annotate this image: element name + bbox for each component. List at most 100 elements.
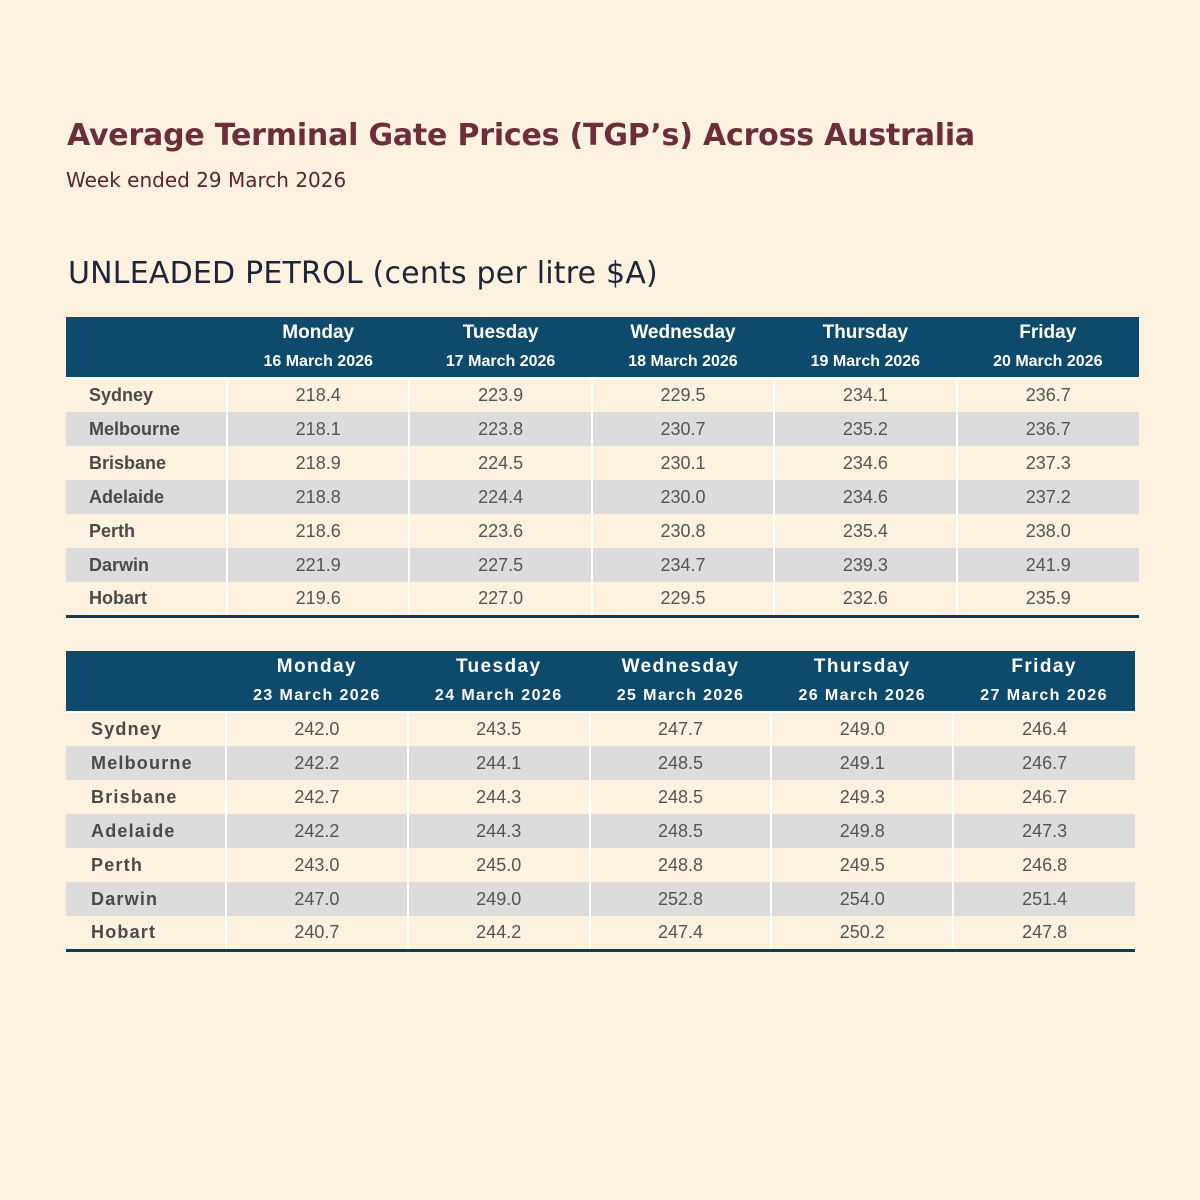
city-name: Melbourne (66, 746, 226, 780)
column-date: 16 March 2026 (263, 353, 373, 370)
column-header: Wednesday 25 March 2026 (589, 651, 772, 712)
city-name: Adelaide (66, 814, 226, 848)
price-cell: 244.3 (406, 814, 590, 848)
column-date: 23 March 2026 (253, 687, 381, 704)
column-date: 20 March 2026 (993, 353, 1103, 370)
price-cell: 244.2 (406, 916, 590, 950)
page-subtitle: Week ended 29 March 2026 (66, 168, 347, 192)
price-cell: 247.0 (225, 882, 408, 916)
price-cell: 239.3 (773, 548, 957, 582)
price-cell: 244.3 (406, 780, 590, 814)
column-date: 27 March 2026 (980, 687, 1108, 704)
price-cell: 241.9 (955, 548, 1139, 582)
price-cell: 221.9 (225, 548, 410, 582)
column-day: Monday (282, 322, 355, 343)
price-cell: 248.5 (588, 780, 772, 814)
city-name: Darwin (66, 882, 226, 916)
table-row: Darwin 247.0 249.0 252.8 254.0 251.4 (66, 882, 1135, 916)
price-table-week-1: Monday 16 March 2026 Tuesday 17 March 2026… (66, 317, 1139, 618)
table-row: Perth 243.0 245.0 248.8 249.5 246.8 (66, 848, 1135, 882)
price-cell: 247.8 (952, 916, 1135, 950)
city-name: Darwin (66, 548, 227, 582)
column-date: 17 March 2026 (445, 353, 556, 370)
price-cell: 234.6 (773, 446, 957, 480)
column-header: Tuesday 17 March 2026 (409, 317, 592, 378)
price-cell: 219.6 (225, 582, 410, 616)
price-cell: 237.3 (955, 446, 1139, 480)
price-cell: 230.0 (590, 480, 775, 514)
price-cell: 235.9 (955, 582, 1139, 616)
price-cell: 246.8 (952, 848, 1135, 882)
column-day: Wednesday (621, 656, 740, 677)
column-date: 26 March 2026 (798, 687, 927, 704)
price-cell: 218.4 (225, 377, 410, 412)
price-cell: 248.5 (588, 814, 772, 848)
table-row: Perth 218.6 223.6 230.8 235.4 238.0 (66, 514, 1139, 548)
city-name: Perth (66, 514, 227, 548)
column-header: Friday 20 March 2026 (956, 317, 1139, 378)
table-row: Brisbane 218.9 224.5 230.1 234.6 237.3 (66, 446, 1139, 480)
header-city-corner (66, 651, 226, 712)
column-day: Friday (1019, 322, 1077, 343)
table-header-row: Monday 23 March 2026 Tuesday 24 March 2026… (66, 651, 1135, 712)
column-day: Tuesday (462, 322, 539, 343)
city-name: Perth (66, 848, 226, 882)
city-name: Melbourne (66, 412, 227, 446)
price-cell: 249.8 (770, 814, 954, 848)
price-cell: 242.0 (225, 711, 408, 746)
section-heading: UNLEADED PETROL (cents per litre $A) (68, 256, 658, 291)
price-cell: 246.7 (952, 746, 1135, 780)
price-cell: 218.6 (225, 514, 410, 548)
city-name: Hobart (66, 916, 226, 950)
price-cell: 238.0 (955, 514, 1139, 548)
price-cell: 248.8 (588, 848, 772, 882)
price-cell: 247.7 (588, 711, 772, 746)
table-row: Hobart 240.7 244.2 247.4 250.2 247.8 (66, 916, 1135, 950)
table-header-row: Monday 16 March 2026 Tuesday 17 March 2026… (66, 317, 1139, 378)
column-header: Monday 23 March 2026 (226, 651, 408, 712)
city-name: Brisbane (66, 780, 226, 814)
price-cell: 223.9 (408, 377, 592, 412)
price-cell: 235.4 (773, 514, 957, 548)
price-cell: 242.7 (225, 780, 408, 814)
column-header: Thursday 19 March 2026 (774, 317, 957, 378)
price-cell: 234.7 (590, 548, 775, 582)
table-row: Melbourne 242.2 244.1 248.5 249.1 246.7 (66, 746, 1135, 780)
price-cell: 227.0 (408, 582, 592, 616)
table-row: Sydney 218.4 223.9 229.5 234.1 236.7 (66, 377, 1139, 412)
price-cell: 254.0 (770, 882, 954, 916)
price-cell: 218.8 (225, 480, 410, 514)
table-row: Adelaide 242.2 244.3 248.5 249.8 247.3 (66, 814, 1135, 848)
price-cell: 249.0 (406, 882, 590, 916)
price-cell: 230.7 (590, 412, 775, 446)
price-cell: 224.5 (408, 446, 592, 480)
column-day: Monday (276, 656, 357, 677)
price-cell: 223.8 (408, 412, 592, 446)
city-name: Brisbane (66, 446, 227, 480)
column-day: Thursday (813, 656, 911, 677)
price-cell: 235.2 (773, 412, 957, 446)
price-cell: 246.7 (952, 780, 1135, 814)
price-cell: 230.8 (590, 514, 775, 548)
table-row: Adelaide 218.8 224.4 230.0 234.6 237.2 (66, 480, 1139, 514)
city-name: Sydney (66, 711, 226, 746)
column-header: Wednesday 18 March 2026 (591, 317, 775, 378)
price-cell: 227.5 (408, 548, 592, 582)
table-row: Darwin 221.9 227.5 234.7 239.3 241.9 (66, 548, 1139, 582)
price-cell: 251.4 (952, 882, 1135, 916)
price-cell: 240.7 (225, 916, 408, 950)
price-cell: 250.2 (770, 916, 954, 950)
price-cell: 229.5 (590, 582, 775, 616)
column-header: Friday 27 March 2026 (953, 651, 1135, 712)
city-name: Adelaide (66, 480, 227, 514)
column-header: Thursday 26 March 2026 (771, 651, 954, 712)
price-cell: 224.4 (408, 480, 592, 514)
city-name: Hobart (66, 582, 227, 616)
column-date: 24 March 2026 (434, 687, 563, 704)
price-cell: 249.0 (770, 711, 954, 746)
price-cell: 248.5 (588, 746, 772, 780)
table-row: Brisbane 242.7 244.3 248.5 249.3 246.7 (66, 780, 1135, 814)
column-date: 18 March 2026 (628, 353, 738, 370)
city-name: Sydney (66, 377, 227, 412)
column-day: Tuesday (455, 656, 542, 677)
